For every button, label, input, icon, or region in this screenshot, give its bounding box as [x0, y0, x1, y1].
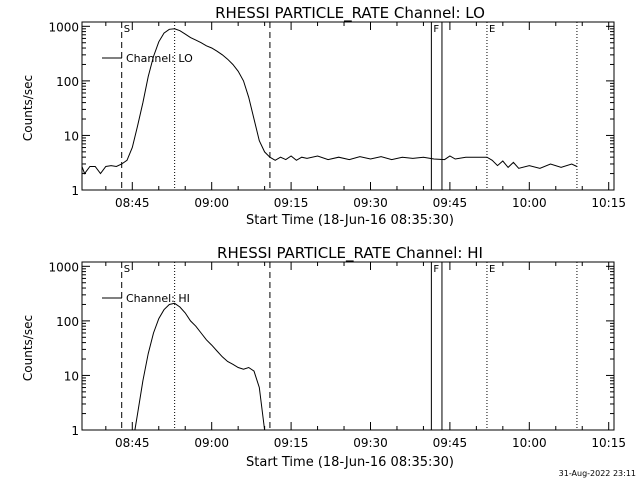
chart-panel-lo: RHESSI PARTICLE_RATE Channel: LO Counts/… — [21, 4, 626, 228]
legend-label: Channel: LO — [126, 52, 193, 65]
plot-frame — [81, 261, 615, 431]
series-line — [134, 302, 266, 431]
series-line — [81, 28, 578, 175]
y-tick-label: 1000 — [48, 260, 79, 274]
y-tick-label: 1 — [71, 184, 79, 198]
x-tick-label: 09:00 — [194, 196, 229, 210]
y-tick-label: 10 — [64, 369, 79, 383]
event-marker-label: E — [489, 24, 495, 35]
x-tick-label: 10:15 — [591, 436, 626, 450]
event-marker-label: S — [124, 264, 130, 275]
x-tick-label: 10:00 — [512, 196, 547, 210]
x-tick-label: 10:15 — [591, 196, 626, 210]
y-tick-label: 100 — [56, 315, 79, 329]
x-axis-label: Start Time (18-Jun-16 08:35:30) — [246, 213, 454, 228]
event-marker-label: F — [433, 264, 439, 275]
chart-panel-hi: RHESSI PARTICLE_RATE Channel: HI Counts/… — [21, 244, 626, 470]
y-tick-label: 1 — [71, 424, 79, 438]
event-marker-label: E — [489, 264, 495, 275]
x-tick-label: 09:00 — [194, 436, 229, 450]
x-tick-label: 08:45 — [115, 196, 150, 210]
chart-title: RHESSI PARTICLE_RATE Channel: HI — [217, 244, 483, 263]
x-tick-label: 09:15 — [274, 436, 309, 450]
x-tick-label: 09:15 — [274, 196, 309, 210]
y-axis-label: Counts/sec — [21, 75, 35, 141]
y-axis-label: Counts/sec — [21, 315, 35, 381]
event-marker-label: S — [124, 24, 130, 35]
date-stamp: 31-Aug-2022 23:11 — [559, 469, 636, 478]
x-axis-label: Start Time (18-Jun-16 08:35:30) — [246, 455, 454, 470]
x-tick-label: 09:45 — [433, 436, 468, 450]
y-tick-label: 10 — [64, 129, 79, 143]
x-tick-label: 09:30 — [353, 436, 388, 450]
event-marker-label: F — [433, 24, 439, 35]
x-tick-label: 09:45 — [433, 196, 468, 210]
y-tick-label: 1000 — [48, 20, 79, 34]
legend-label: Channel: HI — [126, 292, 190, 305]
x-tick-label: 09:30 — [353, 196, 388, 210]
x-tick-label: 10:00 — [512, 436, 547, 450]
y-tick-label: 100 — [56, 75, 79, 89]
chart-title: RHESSI PARTICLE_RATE Channel: LO — [215, 4, 485, 23]
plot-frame — [81, 21, 615, 191]
x-tick-label: 08:45 — [115, 436, 150, 450]
